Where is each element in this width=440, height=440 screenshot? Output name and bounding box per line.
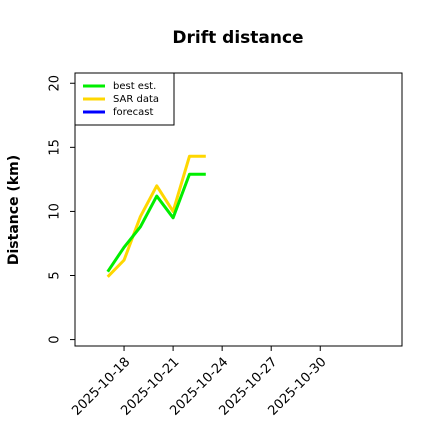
legend-label: best est.: [113, 81, 156, 92]
plot-frame: [74, 72, 403, 347]
y-tick-label: 15: [48, 139, 63, 156]
series-line: [106, 154, 206, 278]
y-tick-label: 10: [48, 203, 63, 220]
legend-label: SAR data: [113, 94, 159, 105]
y-tick-label: 20: [48, 75, 63, 92]
y-tick-label: 0: [48, 335, 63, 343]
chart-title: Drift distance: [172, 28, 303, 48]
y-axis-label: Distance (km): [6, 155, 22, 265]
legend-label: forecast: [113, 107, 154, 118]
y-tick-label: 5: [48, 271, 63, 279]
series-line: [106, 172, 206, 273]
